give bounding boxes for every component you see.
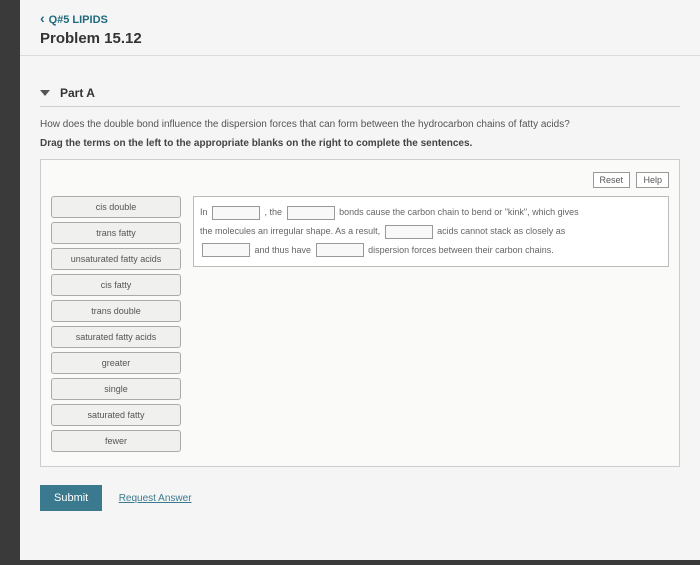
drop-blank[interactable] <box>287 206 335 220</box>
page-header: Q#5 LIPIDS Problem 15.12 <box>20 0 700 56</box>
reset-button[interactable]: Reset <box>593 172 631 188</box>
drag-area: cis double trans fatty unsaturated fatty… <box>51 196 669 456</box>
term-item[interactable]: greater <box>51 352 181 374</box>
question-text: How does the double bond influence the d… <box>40 117 680 132</box>
work-toolbar: Reset Help <box>51 170 669 188</box>
term-item[interactable]: trans fatty <box>51 222 181 244</box>
drop-blank[interactable] <box>212 206 260 220</box>
part-header: Part A <box>40 86 680 107</box>
term-item[interactable]: saturated fatty <box>51 404 181 426</box>
sentence-text: dispersion forces between their carbon c… <box>368 245 554 255</box>
submit-button[interactable]: Submit <box>40 485 102 511</box>
term-item[interactable]: trans double <box>51 300 181 322</box>
instruction-text: Drag the terms on the left to the approp… <box>40 138 680 149</box>
request-answer-link[interactable]: Request Answer <box>119 493 192 504</box>
drop-blank[interactable] <box>385 225 433 239</box>
collapse-caret-icon[interactable] <box>40 90 50 96</box>
term-item[interactable]: fewer <box>51 430 181 452</box>
problem-number: Problem 15.12 <box>40 30 680 47</box>
sentence-text: bonds cause the carbon chain to bend or … <box>339 207 579 217</box>
sentence-text: the molecules an irregular shape. As a r… <box>200 226 380 236</box>
term-item[interactable]: single <box>51 378 181 400</box>
drop-blank[interactable] <box>202 243 250 257</box>
sentence-text: acids cannot stack as closely as <box>437 226 565 236</box>
sentence-text: , the <box>265 207 283 217</box>
sentence-box: In , the bonds cause the carbon chain to… <box>193 196 669 267</box>
page-container: Q#5 LIPIDS Problem 15.12 Part A How does… <box>20 0 700 560</box>
help-button[interactable]: Help <box>636 172 669 188</box>
terms-column: cis double trans fatty unsaturated fatty… <box>51 196 181 456</box>
term-item[interactable]: cis double <box>51 196 181 218</box>
term-item[interactable]: unsaturated fatty acids <box>51 248 181 270</box>
term-item[interactable]: cis fatty <box>51 274 181 296</box>
sentence-column: In , the bonds cause the carbon chain to… <box>181 196 669 456</box>
submit-row: Submit Request Answer <box>40 485 680 511</box>
sentence-text: and thus have <box>255 245 312 255</box>
sentence-text: In <box>200 207 208 217</box>
term-item[interactable]: saturated fatty acids <box>51 326 181 348</box>
work-area: Reset Help cis double trans fatty unsatu… <box>40 159 680 467</box>
content-area: Part A How does the double bond influenc… <box>20 56 700 531</box>
back-link[interactable]: Q#5 LIPIDS <box>40 10 680 26</box>
drop-blank[interactable] <box>316 243 364 257</box>
part-title: Part A <box>60 86 95 100</box>
